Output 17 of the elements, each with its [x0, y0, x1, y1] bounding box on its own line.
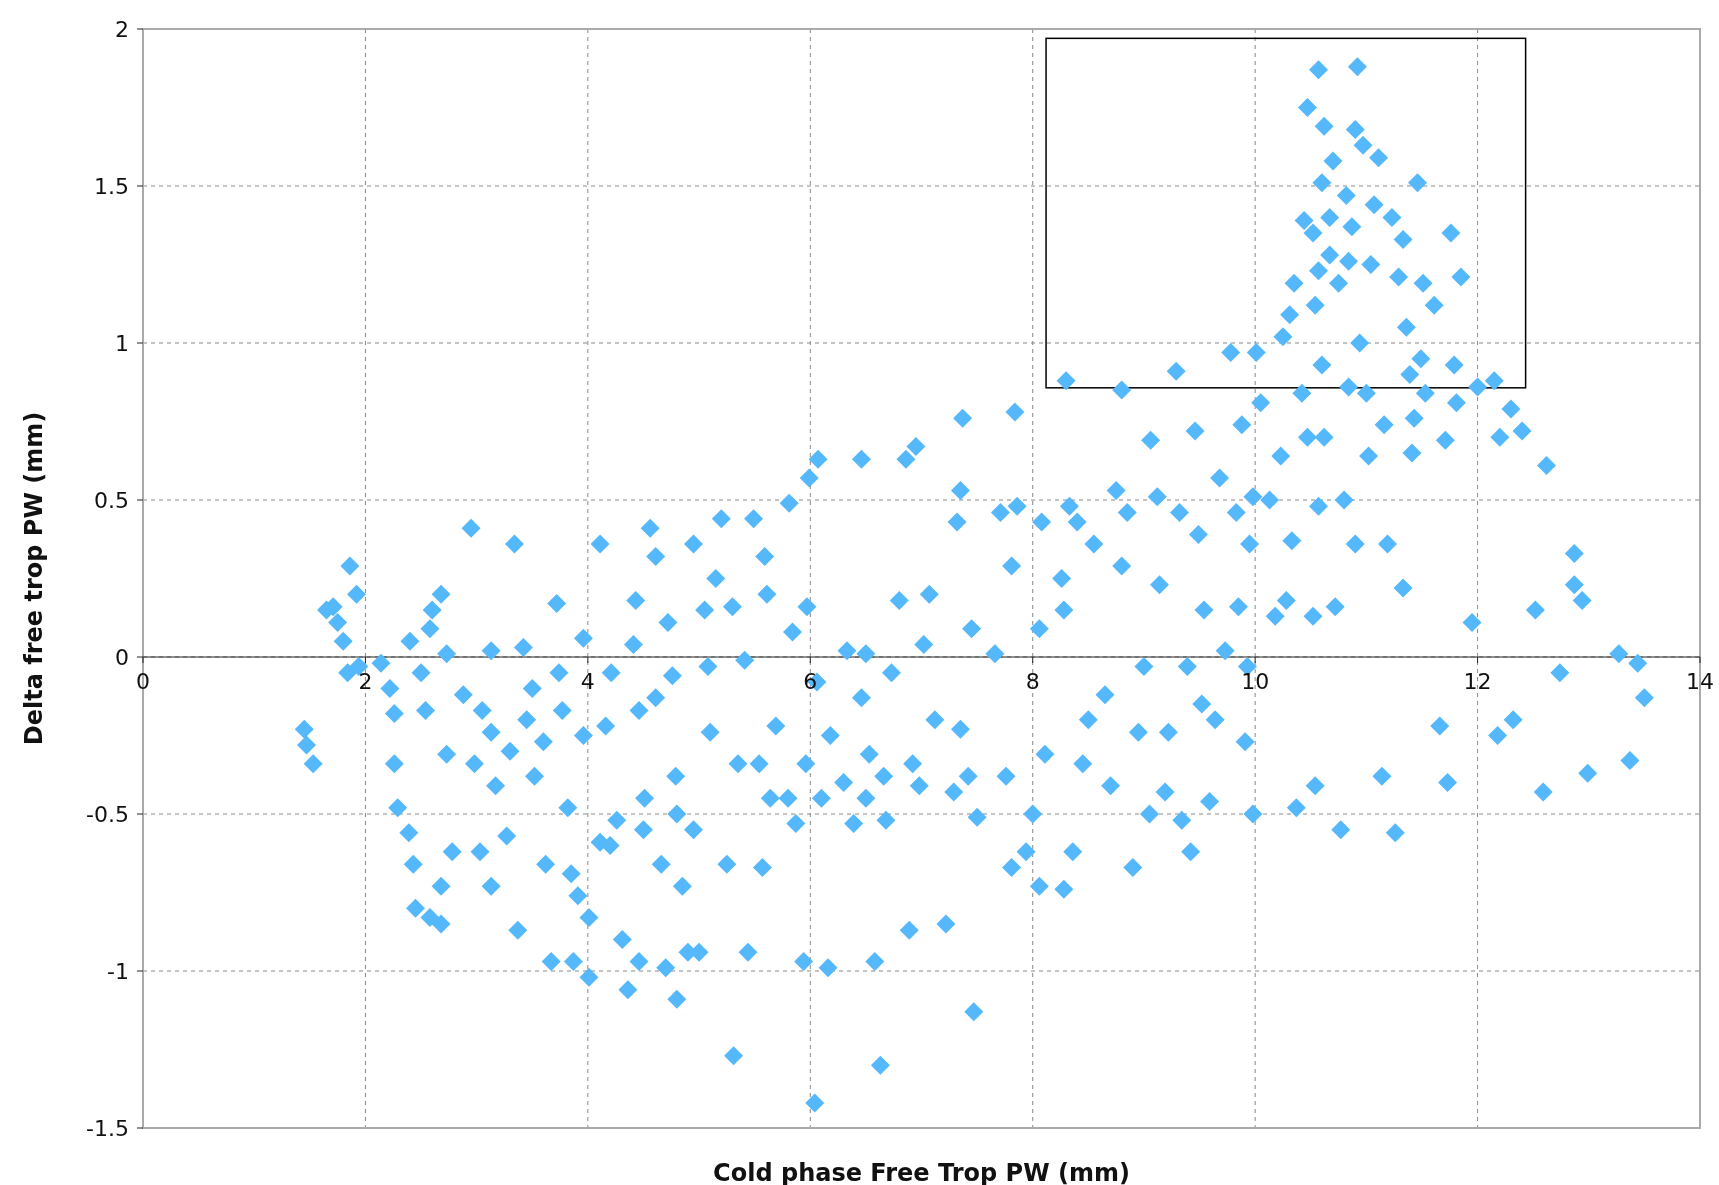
x-tick-label: 6 — [803, 669, 818, 694]
y-tick-label: -1.5 — [86, 1115, 129, 1141]
y-tick-label: 1 — [115, 330, 129, 356]
y-tick-label: 1.5 — [94, 173, 129, 199]
y-tick-label: -0.5 — [86, 801, 129, 827]
y-tick-label: 2 — [115, 16, 129, 42]
x-tick-label: 10 — [1241, 669, 1270, 694]
x-tick-label: 0 — [136, 669, 150, 694]
y-tick-label: 0 — [115, 644, 129, 670]
x-tick-label: 8 — [1025, 669, 1040, 694]
y-tick-label: 0.5 — [94, 487, 129, 513]
x-tick-label: 4 — [580, 669, 595, 694]
y-axis-title: Delta free trop PW (mm) — [20, 411, 48, 746]
x-tick-label: 2 — [358, 669, 373, 694]
x-tick-label: 14 — [1686, 669, 1714, 694]
x-tick-label: 12 — [1463, 669, 1492, 694]
y-tick-label: -1 — [107, 958, 129, 984]
